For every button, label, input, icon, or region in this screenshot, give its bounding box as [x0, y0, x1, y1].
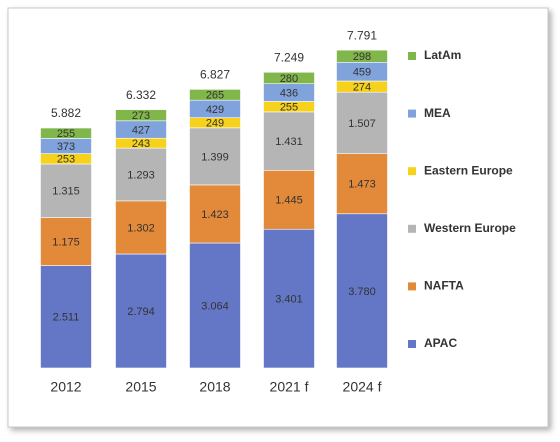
value-label: 255	[57, 128, 75, 140]
x-tick-label: 2015	[125, 379, 156, 395]
legend-swatch	[408, 52, 416, 60]
legend-swatch	[408, 167, 416, 176]
bar-segment	[115, 109, 167, 122]
value-label: 459	[353, 67, 371, 79]
bar-segment	[189, 127, 241, 186]
total-label: 6.332	[126, 88, 156, 102]
value-label: 1.473	[348, 179, 376, 191]
bar-segment	[263, 169, 315, 230]
bar-segment	[336, 91, 388, 154]
x-tick-label: 2018	[199, 379, 230, 395]
bar-segment	[189, 89, 241, 101]
value-label: 429	[206, 104, 224, 116]
value-label: 265	[206, 90, 224, 102]
bar-segment	[263, 228, 315, 369]
value-label: 255	[280, 102, 298, 114]
value-label: 1.445	[275, 195, 303, 207]
value-label: 1.302	[127, 222, 155, 234]
value-label: 1.507	[348, 118, 376, 130]
legend-label: NAFTA	[424, 279, 464, 293]
bar-segment	[263, 111, 315, 171]
total-label: 6.827	[200, 68, 230, 82]
x-tick-label: 2012	[50, 379, 81, 395]
bar-segment	[115, 200, 167, 255]
bar-segment	[115, 147, 167, 202]
value-label: 436	[280, 88, 298, 100]
value-label: 1.293	[127, 169, 155, 181]
value-label: 298	[353, 51, 371, 63]
value-label: 3.780	[348, 286, 376, 298]
legend-label: Western Europe	[424, 221, 516, 235]
bar-segment	[336, 153, 388, 215]
value-label: 1.423	[201, 209, 229, 221]
value-label: 253	[57, 154, 75, 166]
bar-segment	[336, 213, 388, 369]
legend-label: Eastern Europe	[424, 163, 513, 177]
bar-segment	[115, 253, 167, 369]
bar-segment	[263, 71, 315, 85]
bar-segment	[189, 184, 241, 244]
legend-swatch	[408, 340, 416, 348]
value-label: 1.315	[52, 186, 80, 198]
value-label: 249	[206, 118, 224, 130]
value-label: 243	[132, 138, 150, 150]
value-label: 1.431	[275, 136, 303, 148]
total-label: 7.249	[274, 50, 304, 64]
legend-label: MEA	[424, 106, 451, 120]
bar-segment	[40, 265, 92, 369]
x-tick-label: 2021 f	[270, 379, 309, 395]
legend-swatch	[408, 109, 416, 118]
legend-label: APAC	[424, 336, 457, 350]
bar-segment	[336, 49, 388, 63]
legend-swatch	[408, 282, 416, 291]
bar-segment	[40, 127, 92, 139]
value-label: 2.511	[53, 312, 80, 324]
value-label: 373	[57, 141, 75, 153]
value-label: 427	[132, 124, 150, 136]
value-label: 3.064	[201, 300, 229, 312]
legend-swatch	[408, 224, 416, 233]
legend-label: LatAm	[424, 48, 461, 62]
value-label: 273	[132, 110, 150, 122]
total-label: 7.791	[347, 28, 377, 42]
total-label: 5.882	[51, 106, 81, 120]
value-label: 1.175	[52, 236, 80, 248]
value-label: 280	[280, 73, 298, 85]
bar-segment	[40, 163, 92, 218]
value-label: 274	[353, 82, 371, 94]
value-label: 1.399	[201, 151, 229, 163]
value-label: 2.794	[127, 306, 155, 318]
value-label: 3.401	[275, 294, 303, 306]
x-tick-label: 2024 f	[343, 379, 382, 395]
